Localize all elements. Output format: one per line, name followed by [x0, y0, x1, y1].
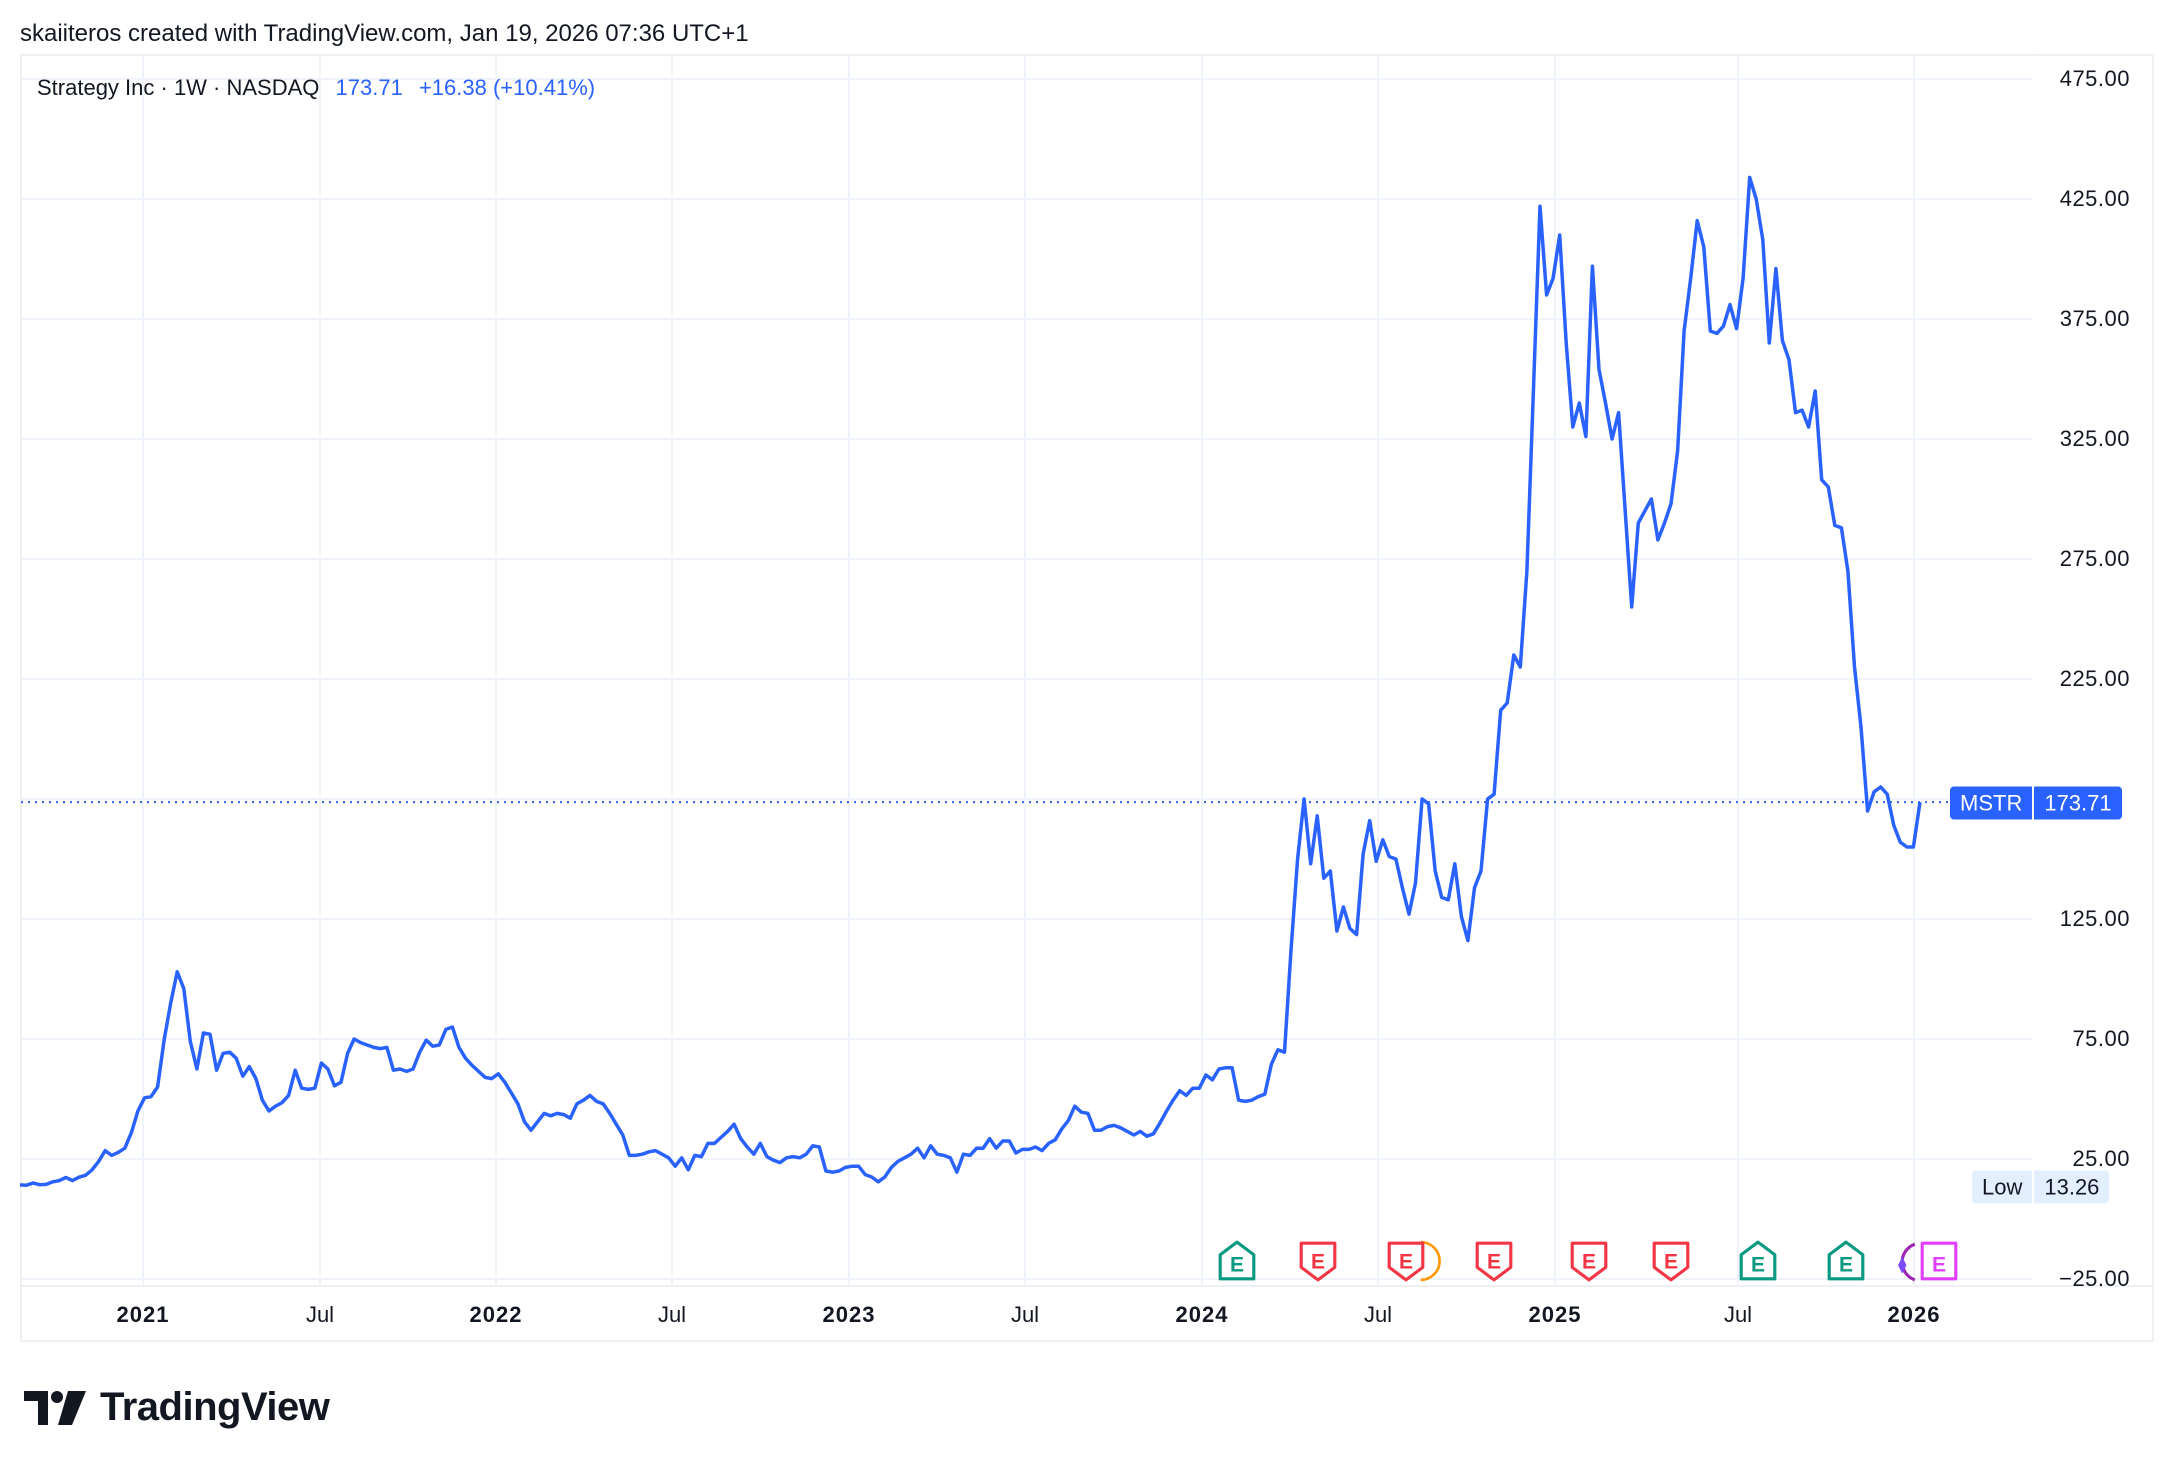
time-axis-label: Jul: [305, 1302, 335, 1327]
svg-text:E: E: [1399, 1250, 1413, 1273]
earnings-icon: E: [1739, 1240, 1777, 1281]
earnings-icon: E: [1299, 1241, 1337, 1282]
time-axis-label: 2025: [1528, 1302, 1582, 1327]
chart-frame: [20, 54, 2154, 1342]
symbol-description: Strategy Inc · 1W · NASDAQ: [37, 75, 320, 100]
price-axis-label: 325.00: [2059, 426, 2130, 451]
last-price: 173.71: [335, 75, 403, 100]
earnings-icon: E: [1652, 1241, 1690, 1282]
earnings-marker-miss[interactable]: E: [1386, 1240, 1441, 1282]
time-axis-label: 2022: [469, 1302, 523, 1327]
tradingview-wordmark: TradingView: [100, 1385, 330, 1429]
earnings-icon: E: [1898, 1241, 1958, 1282]
price-axis-label: 125.00: [2059, 906, 2130, 931]
time-axis-label: 2021: [116, 1302, 170, 1327]
time-axis-label: 2023: [822, 1302, 876, 1327]
earnings-marker-beat[interactable]: E: [1826, 1240, 1865, 1281]
ticker-label: MSTR: [1950, 786, 2033, 820]
svg-text:E: E: [1487, 1250, 1501, 1273]
last-price-value: 173.71: [2034, 786, 2122, 820]
time-axis-label: Jul: [1010, 1302, 1040, 1327]
earnings-marker-beat[interactable]: E: [1217, 1240, 1256, 1281]
svg-text:E: E: [1932, 1254, 1946, 1277]
earnings-icon: E: [1570, 1241, 1608, 1282]
price-axis-label: 275.00: [2059, 546, 2130, 571]
earnings-marker-miss[interactable]: E: [1474, 1240, 1513, 1282]
time-axis-label: 2024: [1175, 1302, 1229, 1327]
last-price-tag: MSTR 173.71: [1950, 786, 2122, 820]
price-axis-label: 75.00: [2072, 1026, 2130, 1051]
price-axis-label: 225.00: [2059, 666, 2130, 691]
earnings-icon: E: [1387, 1240, 1441, 1282]
time-axis-label: Jul: [657, 1302, 687, 1327]
svg-text:E: E: [1311, 1250, 1325, 1273]
low-price-tag: Low 13.26: [1972, 1170, 2110, 1204]
svg-text:E: E: [1751, 1254, 1765, 1277]
price-axis-label: 475.00: [2059, 66, 2130, 91]
svg-text:E: E: [1839, 1254, 1853, 1277]
price-axis-label: 425.00: [2059, 186, 2130, 211]
earnings-marker-miss[interactable]: E: [1651, 1240, 1690, 1282]
low-value: 13.26: [2034, 1170, 2110, 1204]
price-axis-label: 375.00: [2059, 306, 2130, 331]
time-axis-label: Jul: [1723, 1302, 1753, 1327]
chart-caption: skaiiteros created with TradingView.com,…: [20, 20, 749, 47]
tradingview-logo-icon: [24, 1390, 86, 1425]
low-label: Low: [1972, 1170, 2033, 1204]
time-axis-label: 2026: [1887, 1302, 1941, 1327]
earnings-icon: E: [1475, 1241, 1513, 1282]
svg-text:E: E: [1230, 1254, 1244, 1277]
earnings-marker-beat[interactable]: E: [1738, 1240, 1777, 1281]
earnings-marker-miss[interactable]: E: [1569, 1240, 1608, 1282]
earnings-marker-miss[interactable]: E: [1298, 1240, 1337, 1282]
price-axis-label: 25.00: [2072, 1146, 2130, 1171]
tradingview-logo[interactable]: TradingView: [24, 1385, 330, 1430]
svg-text:E: E: [1664, 1250, 1678, 1273]
earnings-marker-upcoming[interactable]: E: [1898, 1240, 1958, 1282]
earnings-icon: E: [1827, 1240, 1865, 1281]
price-axis-label: −25.00: [2059, 1266, 2130, 1291]
chart-grid: [21, 55, 2034, 1286]
chart-legend[interactable]: Strategy Inc · 1W · NASDAQ 173.71 +16.38…: [37, 75, 595, 101]
price-change: +16.38 (+10.41%): [418, 75, 596, 100]
earnings-icon: E: [1218, 1240, 1256, 1281]
time-axis-label: Jul: [1363, 1302, 1393, 1327]
svg-text:E: E: [1582, 1250, 1596, 1273]
price-series-line: [19, 175, 1922, 1187]
